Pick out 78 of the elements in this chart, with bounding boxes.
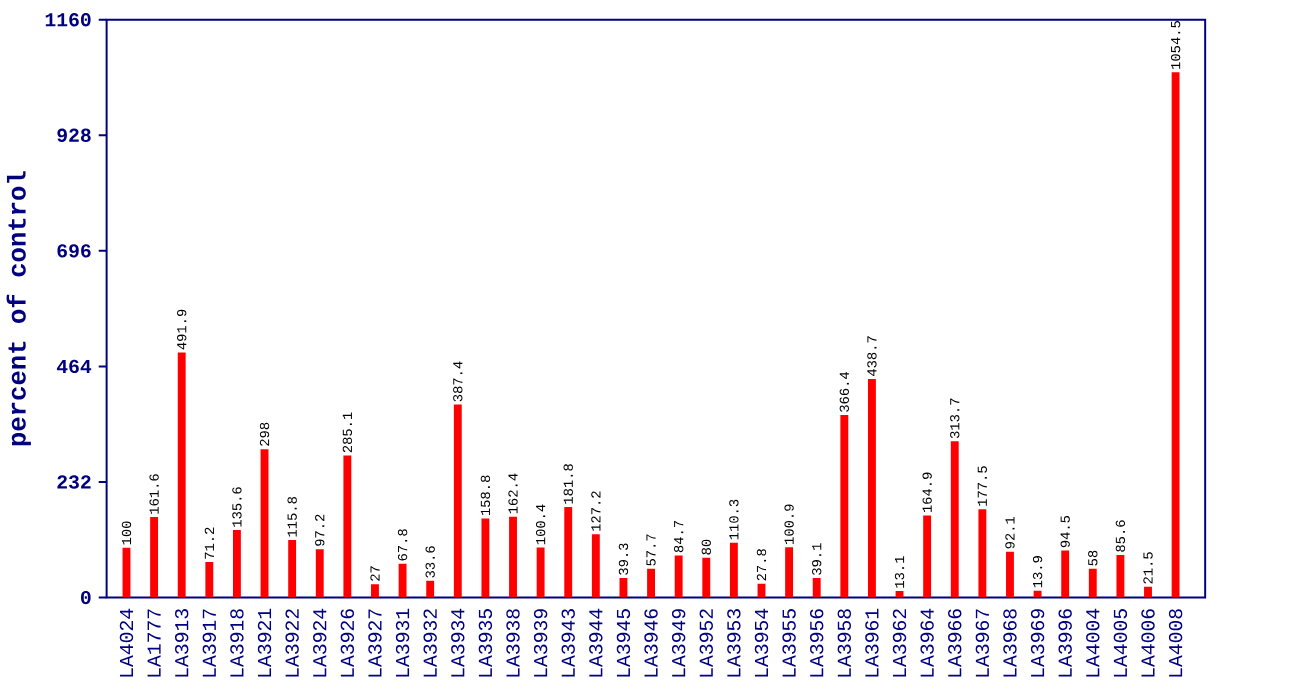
bar — [398, 563, 407, 598]
x-tick-label: LA3913 — [175, 608, 189, 677]
bar — [702, 557, 711, 598]
x-tick-label: LA3924 — [313, 608, 327, 677]
x-tick-label: LA3958 — [837, 609, 851, 677]
x-tick-label: LA3932 — [423, 609, 437, 677]
bar — [371, 584, 379, 598]
x-tick-label: LA3968 — [1003, 609, 1017, 677]
x-tick-label: LA4006 — [1141, 609, 1155, 677]
x-tick-label: LA4008 — [1168, 609, 1183, 677]
x-tick-label: LA3927 — [368, 609, 382, 677]
bar — [591, 534, 600, 598]
bar — [840, 414, 849, 598]
bar — [950, 441, 959, 598]
x-tick-label: LA3969 — [1030, 609, 1045, 677]
x-tick-label: LA3964 — [920, 608, 934, 677]
bar — [150, 516, 159, 598]
x-tick-label: LA3961 — [865, 608, 879, 677]
bar — [729, 542, 738, 598]
x-tick-label: LA3926 — [340, 609, 355, 677]
bar — [978, 509, 987, 598]
x-tick-label: LA3944 — [589, 608, 603, 677]
bar — [177, 352, 186, 598]
x-tick-label: LA3917 — [202, 609, 216, 677]
x-tick-label: LA3962 — [892, 609, 907, 677]
x-tick-label: LA4004 — [1086, 608, 1100, 677]
bar — [1144, 586, 1152, 598]
x-tick-label: LA4024 — [119, 608, 134, 677]
bar — [1116, 554, 1125, 598]
y-tick-label: 696 — [57, 244, 91, 258]
bar — [674, 555, 683, 598]
bar — [923, 515, 932, 598]
bar — [315, 549, 324, 598]
x-tick-label: LA3945 — [616, 608, 631, 677]
bar — [288, 539, 297, 598]
x-tick-label: LA3966 — [948, 609, 962, 677]
y-axis-title: percent of control — [6, 171, 31, 446]
x-tick-label: LA3954 — [754, 608, 769, 677]
x-tick-label: LA3949 — [671, 609, 686, 677]
bar — [509, 516, 517, 598]
bar — [205, 561, 214, 598]
x-tick-label: LA3946 — [644, 609, 658, 677]
x-tick-label: LA1777 — [147, 609, 161, 677]
bar — [564, 506, 573, 598]
bar — [867, 378, 876, 598]
bar — [1061, 550, 1070, 598]
bar — [232, 529, 241, 598]
bar — [481, 518, 490, 598]
bar — [647, 568, 655, 598]
x-tick-label: LA3967 — [975, 609, 990, 677]
bar — [812, 577, 821, 598]
bar — [453, 404, 462, 598]
y-tick-label: 928 — [57, 128, 91, 142]
y-tick-label: 232 — [57, 475, 91, 489]
bar — [536, 547, 545, 598]
bar — [1088, 568, 1097, 598]
x-tick-label: LA3996 — [1058, 609, 1072, 677]
x-tick-label: LA3952 — [699, 609, 713, 677]
x-tick-label: LA3935 — [478, 608, 493, 677]
y-tick-label: 1160 — [45, 12, 91, 27]
bar — [785, 547, 794, 598]
x-tick-label: LA3953 — [727, 608, 741, 677]
x-tick-label: LA3921 — [257, 608, 272, 677]
y-tick-label: 464 — [56, 359, 92, 373]
x-tick-label: LA3955 — [782, 608, 796, 677]
x-tick-label: LA3922 — [285, 609, 299, 677]
bar — [1006, 551, 1014, 598]
bar — [426, 580, 435, 598]
x-tick-label: LA3934 — [451, 608, 465, 677]
x-tick-label: LA3939 — [533, 609, 548, 677]
y-tick-label: 0 — [81, 590, 91, 605]
bar — [343, 455, 352, 598]
x-tick-label: LA3938 — [506, 609, 520, 677]
x-tick-label: LA3956 — [810, 609, 824, 677]
x-tick-label: LA4005 — [1113, 608, 1128, 677]
x-tick-label: LA3943 — [561, 608, 575, 677]
x-tick-label: LA3931 — [395, 608, 410, 677]
x-tick-label: LA3918 — [230, 609, 244, 677]
